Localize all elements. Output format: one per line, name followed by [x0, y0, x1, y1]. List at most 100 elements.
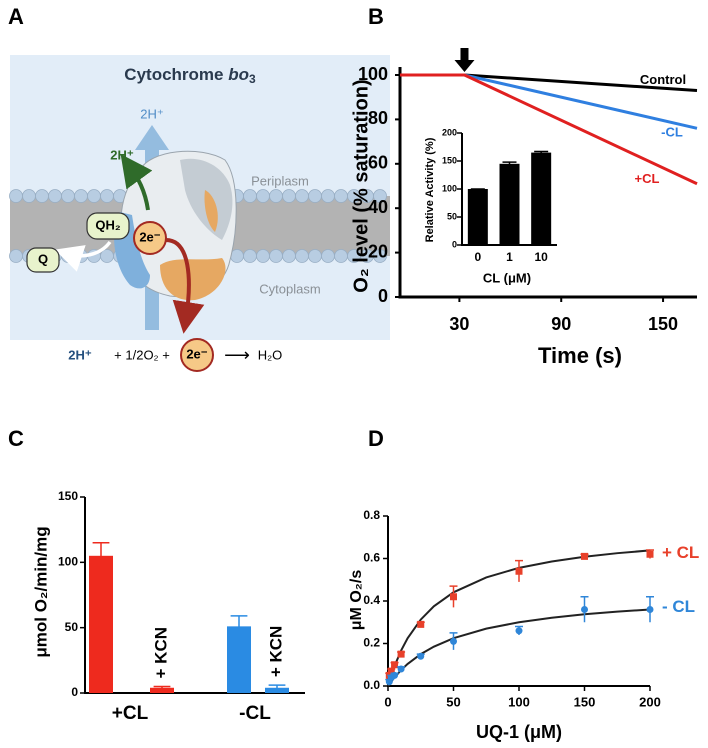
x-tick-label: 50 [446, 694, 460, 709]
x-tick-label: -CL [239, 703, 271, 724]
proton-pump-arrow [120, 154, 153, 211]
point [387, 667, 395, 675]
y-tick-label: 0.8 [363, 508, 380, 522]
lipid-head [321, 189, 335, 203]
x-tick-label: 200 [639, 694, 661, 709]
proton-label: 2H⁺ [140, 106, 163, 121]
point [646, 606, 654, 613]
quinone-arrow [54, 240, 112, 272]
y-tick-label: 150 [442, 155, 457, 165]
y-axis-label: μM O₂/s [348, 570, 365, 631]
y-tick-label: 200 [442, 127, 457, 137]
periplasm-label: Periplasm [251, 173, 309, 188]
equation-arrow: ⟶ [224, 345, 250, 365]
lipid-head [295, 249, 309, 263]
diagram-title: Cytochrome bo3 [124, 65, 256, 86]
bar [89, 555, 113, 693]
point [581, 606, 588, 613]
series-label: - CL [662, 597, 695, 616]
series-label: -CL [661, 125, 683, 140]
panel-label: A [8, 4, 24, 29]
electron-circle [180, 338, 214, 372]
x-tick-label: 90 [551, 314, 571, 334]
y-tick-label: 100 [358, 64, 388, 84]
cytoplasm-label: Cytoplasm [259, 281, 320, 296]
lipid-head [373, 249, 387, 263]
y-axis-label: O₂ level (% saturation) [350, 79, 372, 292]
y-tick-label: 60 [368, 153, 388, 173]
y-axis-label: μmol O₂/min/mg [31, 526, 50, 657]
proton-label: 2H⁺ [110, 147, 134, 162]
lipid-head [243, 189, 257, 203]
series-label: + CL [662, 543, 699, 562]
lipid-head [308, 189, 322, 203]
point [397, 650, 405, 658]
y-tick-label: 40 [368, 197, 388, 217]
x-tick-label: 100 [508, 694, 530, 709]
annotation-arrow [454, 48, 475, 72]
y-tick-label: 0.4 [363, 593, 380, 607]
x-tick-label: 10 [534, 250, 548, 264]
line [400, 73, 698, 186]
lipid-head [334, 249, 348, 263]
x-tick-label: +CL [112, 703, 149, 724]
point [646, 550, 654, 558]
point [450, 593, 457, 601]
protein-subunit [204, 190, 218, 232]
bar [531, 152, 552, 245]
point [450, 637, 457, 645]
lipid-head [282, 249, 296, 263]
panel-label: B [368, 4, 384, 29]
y-tick-label: 0 [452, 239, 457, 249]
equation-oxygen: + 1/2O₂ + [114, 347, 170, 362]
point [515, 627, 523, 635]
lipid-head [269, 249, 283, 263]
lipid-head [74, 189, 88, 203]
point [391, 661, 399, 669]
lipid-head [243, 249, 257, 263]
point [391, 671, 399, 679]
lipid-head [22, 189, 36, 203]
point [417, 620, 425, 628]
y-tick-label: 0.0 [363, 678, 380, 692]
lipid-head [256, 189, 270, 203]
diagram: Cytochrome bo3 2H⁺ 2H⁺ QH₂ Q 2e⁻ Peripla… [9, 55, 390, 372]
y-tick-label: 0.6 [363, 551, 380, 565]
equation-product: H₂O [258, 347, 283, 362]
series-label: +CL [635, 171, 660, 186]
bar [467, 189, 488, 245]
y-tick-label: 50 [447, 211, 457, 221]
bar [265, 687, 289, 693]
lipid-head [48, 189, 62, 203]
electron-label: 2e⁻ [139, 229, 160, 244]
bar-annotation: + KCN [266, 626, 285, 677]
x-axis-label: UQ-1 (μM) [476, 722, 562, 742]
bar [499, 163, 520, 245]
equation-electrons: 2e⁻ [186, 346, 207, 361]
lipid-head [282, 189, 296, 203]
y-axis-label: Relative Activity (%) [424, 137, 436, 242]
lipid-head [87, 189, 101, 203]
lipid-head [295, 189, 309, 203]
quinol-label: QH₂ [95, 217, 121, 232]
lipid-head [321, 249, 335, 263]
lipid-head [35, 189, 49, 203]
lipid-head [308, 249, 322, 263]
y-tick-label: 50 [65, 620, 79, 634]
equation-protons: 2H⁺ [68, 347, 92, 362]
bar-annotation: + KCN [151, 627, 170, 678]
y-tick-label: 0 [378, 286, 388, 306]
quinone-box [26, 247, 60, 273]
lipid-head [269, 189, 283, 203]
point [397, 665, 405, 673]
x-tick-label: 0 [384, 694, 391, 709]
lipid-head [256, 249, 270, 263]
quinone-label: Q [38, 251, 48, 266]
x-tick-label: 150 [574, 694, 596, 709]
y-tick-label: 0 [71, 685, 78, 699]
panel-label: D [368, 426, 384, 451]
lipid-head [334, 189, 348, 203]
x-axis-label: CL (μM) [483, 270, 531, 285]
x-tick-label: 0 [474, 250, 481, 264]
